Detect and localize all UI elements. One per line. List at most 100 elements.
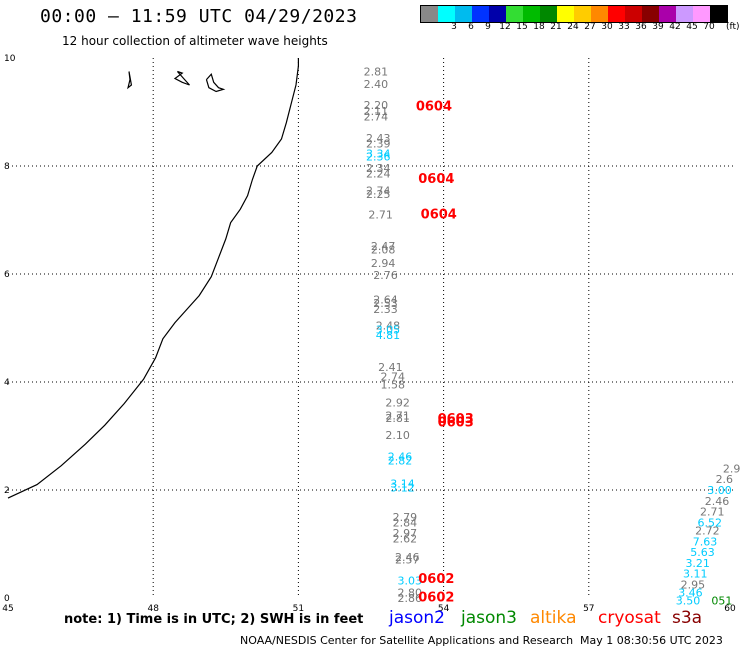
pass-time-label: 0602 [418, 590, 454, 605]
wave-height-label: 3.34 [366, 148, 391, 161]
wave-height-label: 2.20 [364, 99, 389, 112]
wave-height-label: 2.46 [395, 551, 420, 564]
wave-height-label: 2.79 [393, 511, 418, 524]
wave-height-label: 2.47 [371, 240, 396, 253]
x-tick-label: 51 [293, 604, 304, 614]
wave-height-label: 6.52 [698, 516, 723, 529]
x-tick-label: 54 [438, 604, 450, 614]
wave-height-label: 3.21 [685, 557, 710, 570]
pass-time-label: 0603 [438, 412, 474, 427]
wave-height-label: 2.6 [716, 473, 734, 486]
wave-height-label: 2.62 [393, 533, 418, 546]
wave-height-label: 2.10 [385, 429, 410, 442]
wave-height-label: 1.58 [381, 379, 406, 392]
wave-height-label: 2.48 [376, 319, 401, 332]
color-scale-swatch [591, 6, 608, 22]
page-title: 00:00 — 11:59 UTC 04/29/2023 [40, 6, 358, 27]
legend-item-jason3: jason3 [461, 608, 517, 628]
color-scale-label: 27 [584, 22, 596, 32]
wave-height-label: 2.41 [378, 361, 403, 374]
coastline [7, 58, 299, 499]
wave-height-label: 2.46 [705, 495, 730, 508]
y-tick-label: 8 [4, 162, 10, 172]
legend-item-jason2: jason2 [389, 608, 445, 628]
wave-height-label: 3.46 [678, 587, 703, 600]
wave-height-label: 2.86 [397, 592, 422, 605]
wave-height-label: 2.74 [381, 371, 406, 384]
pass-time-label: 0604 [421, 208, 457, 223]
color-scale-label: 6 [468, 22, 474, 32]
wave-height-label: 2.64 [373, 293, 398, 306]
wave-height-label: 2.81 [364, 66, 389, 79]
color-scale-label: 42 [669, 22, 681, 32]
color-scale-swatch [421, 6, 438, 22]
legend-item-cryosat: cryosat [598, 608, 661, 628]
wave-height-label: 2.46 [388, 451, 413, 464]
color-scale-swatch [472, 6, 489, 22]
wave-height-label: 2.74 [364, 110, 389, 123]
pass-time-label: 0603 [438, 415, 474, 430]
color-scale-label: 70 [703, 22, 715, 32]
color-scale-swatch [608, 6, 625, 22]
wave-height-label: 2.57 [395, 554, 420, 567]
footer-timestamp: May 1 08:30:56 UTC 2023 [580, 634, 723, 647]
color-scale-swatch [506, 6, 523, 22]
wave-height-label: 5.63 [690, 546, 715, 559]
y-tick-label: 0 [4, 594, 10, 604]
wave-height-label: 2.92 [385, 397, 410, 410]
color-scale-swatch [438, 6, 455, 22]
wave-height-label: 3.14 [390, 478, 415, 491]
x-tick-label: 57 [583, 604, 594, 614]
wave-height-label: 2.71 [700, 506, 725, 519]
wave-height-label: 2.74 [366, 184, 391, 197]
color-scale-bar [420, 5, 728, 23]
x-tick-label: 48 [147, 604, 159, 614]
note-text: note: 1) Time is in UTC; 2) SWH is in fe… [64, 612, 364, 627]
color-scale-swatch [557, 6, 574, 22]
wave-height-label: 3.50 [676, 595, 701, 608]
wave-height-label: 2.82 [388, 454, 413, 467]
x-tick-label: 45 [2, 604, 13, 614]
color-scale-label: 45 [686, 22, 698, 32]
wave-height-label: 2.08 [371, 244, 396, 257]
island-outline [127, 71, 133, 90]
wave-height-label: 2.76 [373, 269, 398, 282]
color-scale-swatch [642, 6, 659, 22]
y-tick-label: 10 [4, 54, 16, 64]
wave-height-label: 2.36 [366, 150, 391, 163]
color-scale-label: 3 [451, 22, 457, 32]
legend-item-s3a: s3a [672, 608, 703, 628]
color-scale-swatch [574, 6, 591, 22]
wave-height-label: 2.9 [723, 462, 740, 475]
wave-height-label: 2.40 [364, 78, 389, 91]
wave-height-label: 2.84 [393, 516, 418, 529]
legend-item-altika: altika [530, 608, 577, 628]
island-outline [205, 73, 226, 93]
color-scale-swatch [455, 6, 472, 22]
page-subtitle: 12 hour collection of altimeter wave hei… [62, 34, 328, 48]
y-tick-label: 4 [4, 378, 10, 388]
pass-time-label: 0602 [418, 572, 454, 587]
wave-height-label: 2.53 [373, 297, 398, 310]
color-scale-label: 9 [485, 22, 491, 32]
wave-height-label: 3.12 [390, 481, 415, 494]
wave-height-label: 2.24 [366, 168, 391, 181]
color-scale-label: 36 [635, 22, 647, 32]
wave-height-label: 7.63 [693, 535, 718, 548]
wave-height-label: 2.11 [364, 105, 389, 118]
color-scale-swatch [710, 6, 727, 22]
pass-time-label: 0604 [418, 172, 454, 187]
color-scale-swatch [693, 6, 710, 22]
wave-height-label: 3.00 [707, 484, 732, 497]
wave-height-label: 2.33 [373, 303, 398, 316]
pass-time-label: 0604 [416, 100, 452, 115]
wave-height-label: 051 [711, 595, 732, 608]
color-scale-label: 33 [618, 22, 630, 32]
color-scale-label: 15 [516, 22, 528, 32]
color-scale-label: 21 [550, 22, 562, 32]
island-outline [173, 70, 190, 86]
color-scale-swatch [676, 6, 693, 22]
wave-height-label: 2.71 [368, 209, 393, 222]
